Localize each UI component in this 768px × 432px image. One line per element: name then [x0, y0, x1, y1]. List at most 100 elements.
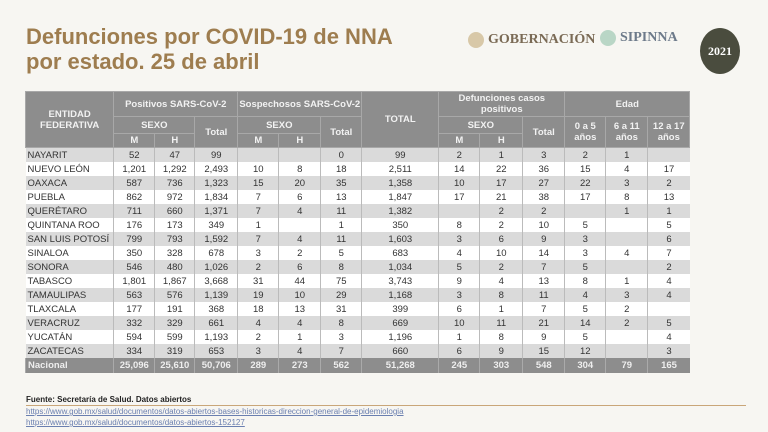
cell-value: 3 — [564, 246, 606, 260]
cell-value: 165 — [647, 358, 690, 373]
cell-value: 4 — [564, 288, 606, 302]
header-sexo: SEXO — [237, 116, 322, 134]
entity-name: TLAXCALA — [25, 302, 114, 316]
cell-value: 799 — [113, 232, 155, 246]
cell-value: 1,201 — [113, 162, 155, 176]
cell-value: 2 — [479, 260, 523, 274]
entity-name: QUINTANA ROO — [25, 218, 114, 232]
cell-value: 1,026 — [194, 260, 238, 274]
cell-value: 273 — [278, 358, 321, 373]
source-link-1[interactable]: https://www.gob.mx/salud/documentos/dato… — [26, 407, 404, 416]
cell-value: 9 — [438, 274, 480, 288]
cell-value: 44 — [278, 274, 321, 288]
cell-value: 17 — [438, 190, 480, 204]
cell-value: 15 — [564, 162, 606, 176]
cell-value: 6 — [647, 232, 690, 246]
cell-value: 3 — [237, 344, 279, 358]
cell-value: 2 — [564, 147, 606, 162]
cell-value: 173 — [154, 218, 195, 232]
cell-value: 1,193 — [194, 330, 238, 344]
cell-value — [647, 147, 690, 162]
cell-value: 546 — [113, 260, 155, 274]
cell-value — [605, 330, 648, 344]
cell-value: 563 — [113, 288, 155, 302]
cell-value: 304 — [564, 358, 606, 373]
cell-value: 4 — [647, 288, 690, 302]
cell-value: 587 — [113, 176, 155, 190]
cell-value: 4 — [278, 344, 321, 358]
cell-value — [647, 302, 690, 316]
cell-value: 2 — [479, 218, 523, 232]
cell-value: 21 — [522, 316, 565, 330]
header-age-0-5: 0 a 5 años — [564, 116, 607, 148]
cell-value: 13 — [522, 274, 565, 288]
table-row: PUEBLA 862 972 1,834 7 6 13 1,847 17 21 38 17 8 13 — [25, 190, 690, 204]
cell-value: 245 — [438, 358, 480, 373]
table-row: SINALOA 350 328 678 3 2 5 683 4 10 14 3 4 7 — [25, 246, 690, 260]
cell-value: 2,493 — [194, 162, 238, 176]
cell-value: 35 — [320, 176, 362, 190]
header-h: H — [479, 133, 524, 148]
cell-value: 1 — [479, 147, 523, 162]
cell-value: 13 — [278, 302, 321, 316]
cell-value: 329 — [154, 316, 195, 330]
cell-value: 2 — [278, 246, 321, 260]
header-m: M — [237, 133, 280, 148]
cell-value: 1,323 — [194, 176, 238, 190]
cell-value: 4 — [237, 316, 279, 330]
header-total: TOTAL — [361, 91, 440, 148]
cell-value: 972 — [154, 190, 195, 204]
cell-value: 38 — [522, 190, 565, 204]
cell-value: 10 — [237, 162, 279, 176]
cell-value: 29 — [320, 288, 362, 302]
source-link-2[interactable]: https://www.gob.mx/salud/documentos/dato… — [26, 418, 245, 427]
cell-value: 14 — [522, 246, 565, 260]
cell-value: 8 — [438, 218, 480, 232]
cell-value: 4 — [479, 274, 523, 288]
cell-value: 2 — [647, 176, 690, 190]
header-defunciones: Defunciones casos positivos — [438, 91, 566, 117]
cell-value: 50,706 — [194, 358, 238, 373]
source-note: Fuente: Secretaría de Salud. Datos abier… — [26, 395, 746, 406]
cell-value: 51,268 — [361, 358, 439, 373]
cell-value: 14 — [564, 316, 606, 330]
cell-value: 0 — [320, 147, 362, 162]
entity-name: QUERÉTARO — [25, 204, 114, 218]
table-row: YUCATÁN 594 599 1,193 2 1 3 1,196 1 8 9 5 4 — [25, 330, 690, 344]
cell-value: 4 — [647, 330, 690, 344]
cell-value: 31 — [320, 302, 362, 316]
cell-value — [438, 204, 480, 218]
cell-value: 20 — [278, 176, 321, 190]
cell-value: 3 — [320, 330, 362, 344]
entity-name: SONORA — [25, 260, 114, 274]
entity-name: TAMAULIPAS — [25, 288, 114, 302]
cell-value: 4 — [605, 246, 648, 260]
cell-value: 1,358 — [361, 176, 439, 190]
cell-value: 328 — [154, 246, 195, 260]
cell-value: 9 — [479, 344, 523, 358]
cell-value: 4 — [605, 162, 648, 176]
cell-value: 15 — [237, 176, 279, 190]
cell-value: 661 — [194, 316, 238, 330]
cell-value: 22 — [564, 176, 606, 190]
cell-value: 3 — [605, 176, 648, 190]
header-subtotal: Total — [320, 116, 363, 148]
cell-value: 2 — [605, 316, 648, 330]
cell-value: 6 — [278, 190, 321, 204]
cell-value: 6 — [278, 260, 321, 274]
header-subtotal: Total — [194, 116, 239, 148]
cell-value: 11 — [320, 204, 362, 218]
cell-value: 1 — [479, 302, 523, 316]
cell-value: 4 — [278, 316, 321, 330]
cell-value: 8 — [278, 162, 321, 176]
cell-value: 1,867 — [154, 274, 195, 288]
cell-value: 1 — [605, 204, 648, 218]
cell-value: 599 — [154, 330, 195, 344]
cell-value: 99 — [194, 147, 238, 162]
cell-value: 1 — [647, 204, 690, 218]
cell-value: 1,834 — [194, 190, 238, 204]
header-m: M — [113, 133, 156, 148]
cell-value: 8 — [479, 288, 523, 302]
year-2021-seal: 2021 — [700, 28, 740, 74]
entity-name: SAN LUIS POTOSÍ — [25, 232, 114, 246]
